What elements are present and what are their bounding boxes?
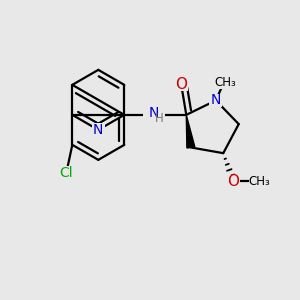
Text: N: N — [93, 123, 104, 137]
Text: N: N — [211, 93, 221, 107]
Bar — [209, 94, 222, 107]
Bar — [249, 175, 269, 188]
Bar — [143, 108, 165, 122]
Text: Cl: Cl — [59, 166, 73, 180]
Polygon shape — [186, 115, 195, 148]
Bar — [226, 175, 240, 188]
Text: O: O — [227, 174, 239, 189]
Text: CH₃: CH₃ — [214, 76, 236, 89]
Text: CH₃: CH₃ — [248, 175, 270, 188]
Text: H: H — [155, 112, 164, 125]
Bar — [174, 78, 188, 92]
Text: N: N — [149, 106, 160, 120]
Bar — [92, 123, 105, 136]
Bar — [214, 76, 234, 89]
Text: O: O — [175, 77, 187, 92]
Bar — [56, 167, 76, 179]
